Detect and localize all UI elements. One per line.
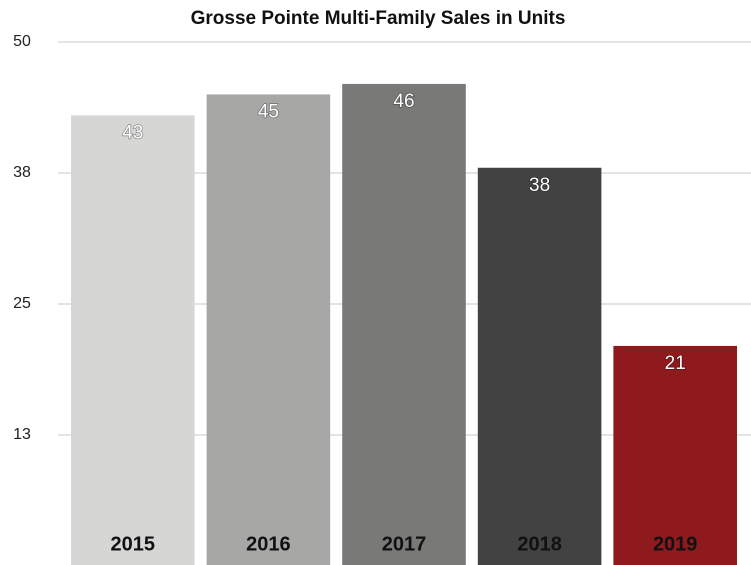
y-tick-label: 38 — [13, 164, 31, 181]
data-label: 46 — [393, 91, 414, 112]
x-tick-label: 2018 — [517, 533, 562, 555]
x-tick-label: 2017 — [382, 533, 427, 555]
data-label: 43 — [122, 122, 143, 143]
y-tick-label: 25 — [13, 295, 31, 312]
bar — [206, 94, 331, 565]
bar — [71, 115, 195, 565]
chart-title: Grosse Pointe Multi-Family Sales in Unit… — [191, 8, 566, 29]
bar — [477, 167, 602, 565]
data-label: 45 — [258, 101, 279, 122]
bar — [342, 83, 466, 565]
y-tick-label: 50 — [13, 33, 31, 50]
x-tick-label: 2016 — [246, 533, 291, 555]
data-label: 21 — [665, 353, 686, 374]
data-label: 38 — [529, 175, 550, 196]
y-tick-label: 13 — [13, 426, 31, 443]
x-tick-label: 2015 — [111, 533, 156, 555]
x-tick-label: 2019 — [653, 533, 698, 555]
bar — [613, 345, 737, 565]
